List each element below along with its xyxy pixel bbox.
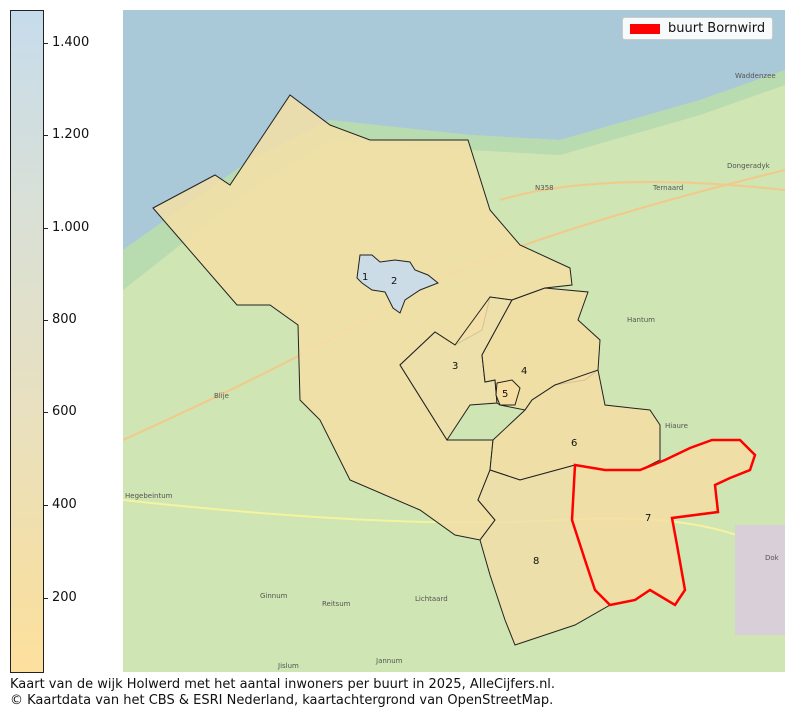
colorbar-tick-label: 400 (52, 497, 77, 512)
sea-waddenzee (123, 10, 785, 250)
buurt-7-bornwird-highlight[interactable] (570, 438, 757, 607)
colorbar-tick (43, 135, 48, 136)
buurt-number: 2 (391, 276, 397, 287)
colorbar-tick-label: 800 (52, 312, 77, 327)
colorbar-tick (43, 228, 48, 229)
place-label: Dok (765, 554, 780, 562)
map-svg: 1 2 3 4 5 6 7 8 Blije Hegebeintum Ginnum… (123, 10, 785, 672)
place-label: Lichtaard (415, 595, 448, 603)
road-label: N358 (535, 184, 554, 192)
buurt-5[interactable] (495, 379, 521, 406)
colorbar-tick (43, 320, 48, 321)
buurt-number: 5 (502, 389, 508, 400)
map-attribution: © Kaartdata van het CBS & ESRI Nederland… (10, 693, 554, 708)
buurt-2[interactable] (356, 254, 439, 314)
colorbar-tick-label: 1.000 (52, 220, 90, 235)
colorbar-tick (43, 598, 48, 599)
salt-marsh (123, 70, 785, 290)
colorbar-tick-label: 1.400 (52, 35, 90, 50)
urban-area-dokkum (735, 525, 785, 635)
map-legend: buurt Bornwird (622, 17, 774, 40)
buurt-number: 8 (533, 556, 539, 567)
colorbar-tick-label: 600 (52, 404, 77, 419)
colorbar-tick-label: 200 (52, 590, 77, 605)
place-label: Hantum (627, 316, 655, 324)
colorbar-tick (43, 412, 48, 413)
legend-label: buurt Bornwird (668, 21, 766, 36)
place-label: Ternaard (652, 184, 683, 192)
road-n358 (499, 181, 785, 201)
place-label: Waddenzee (735, 72, 776, 80)
buurt-number: 4 (521, 366, 527, 377)
place-label: Ginnum (260, 592, 288, 600)
buurt-number: 6 (571, 438, 577, 449)
map-canvas[interactable]: 1 2 3 4 5 6 7 8 Blije Hegebeintum Ginnum… (123, 10, 785, 672)
colorbar (10, 10, 44, 673)
place-label: Jislum (277, 662, 299, 670)
place-label: Hiaure (665, 422, 688, 430)
place-label: Jannum (375, 657, 403, 665)
colorbar-tick (43, 505, 48, 506)
road-label: Dongeradyk (727, 162, 771, 170)
place-label: Blije (214, 392, 229, 400)
place-label: Hegebeintum (125, 492, 173, 500)
colorbar-tick (43, 43, 48, 44)
buurt-number: 3 (452, 361, 458, 372)
legend-swatch (630, 23, 660, 34)
buurt-number: 7 (645, 513, 651, 524)
place-label: Reitsum (322, 600, 351, 608)
colorbar-tick-label: 1.200 (52, 127, 90, 142)
map-caption: Kaart van de wijk Holwerd met het aantal… (10, 677, 556, 692)
buurt-number: 1 (362, 272, 368, 283)
